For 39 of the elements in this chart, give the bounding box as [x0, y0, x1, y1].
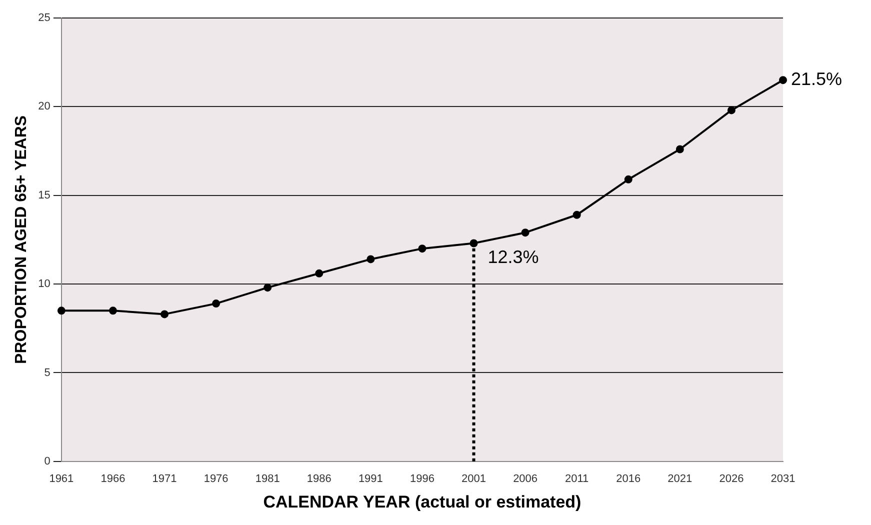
- point: [676, 145, 684, 154]
- x-tick-label: 1991: [358, 473, 383, 486]
- annotation: 21.5%: [791, 69, 842, 90]
- x-tick-label: 2021: [668, 473, 692, 486]
- annotation: 12.3%: [488, 247, 539, 268]
- x-tick-label: 2031: [770, 473, 796, 486]
- point: [57, 306, 66, 315]
- y-tick-label: 20: [38, 100, 50, 113]
- x-tick-label: 1971: [152, 473, 177, 486]
- point: [366, 255, 375, 264]
- x-tick-label: 1966: [100, 473, 126, 486]
- x-tick-label: 1996: [410, 473, 434, 486]
- y-tick-label: 10: [38, 278, 50, 290]
- x-tick-label: 1981: [255, 473, 280, 486]
- point: [108, 306, 117, 315]
- point: [727, 106, 736, 114]
- y-tick-label: 15: [38, 189, 50, 202]
- point: [315, 269, 324, 278]
- point: [521, 228, 530, 237]
- point: [624, 175, 632, 184]
- point: [418, 244, 426, 253]
- x-axis-title: CALENDAR YEAR (actual or estimated): [263, 492, 582, 512]
- x-tick-label: 1986: [306, 473, 332, 486]
- point: [160, 310, 169, 318]
- x-tick-label: 2006: [513, 473, 538, 486]
- x-tick-label: 2026: [719, 473, 744, 486]
- x-tick-label: 1976: [204, 473, 228, 486]
- point: [779, 76, 787, 84]
- y-axis-title: PROPORTION AGED 65+ YEARS: [13, 115, 30, 364]
- point: [212, 300, 220, 308]
- x-tick-label: 1961: [49, 473, 74, 486]
- y-tick-label: 0: [44, 455, 50, 468]
- y-tick-label: 5: [44, 366, 50, 379]
- point: [572, 210, 581, 219]
- x-tick-label: 2016: [616, 473, 641, 486]
- point: [264, 284, 272, 292]
- x-tick-label: 2001: [462, 473, 486, 486]
- y-tick-label: 25: [38, 12, 50, 24]
- x-tick-label: 2011: [565, 473, 589, 486]
